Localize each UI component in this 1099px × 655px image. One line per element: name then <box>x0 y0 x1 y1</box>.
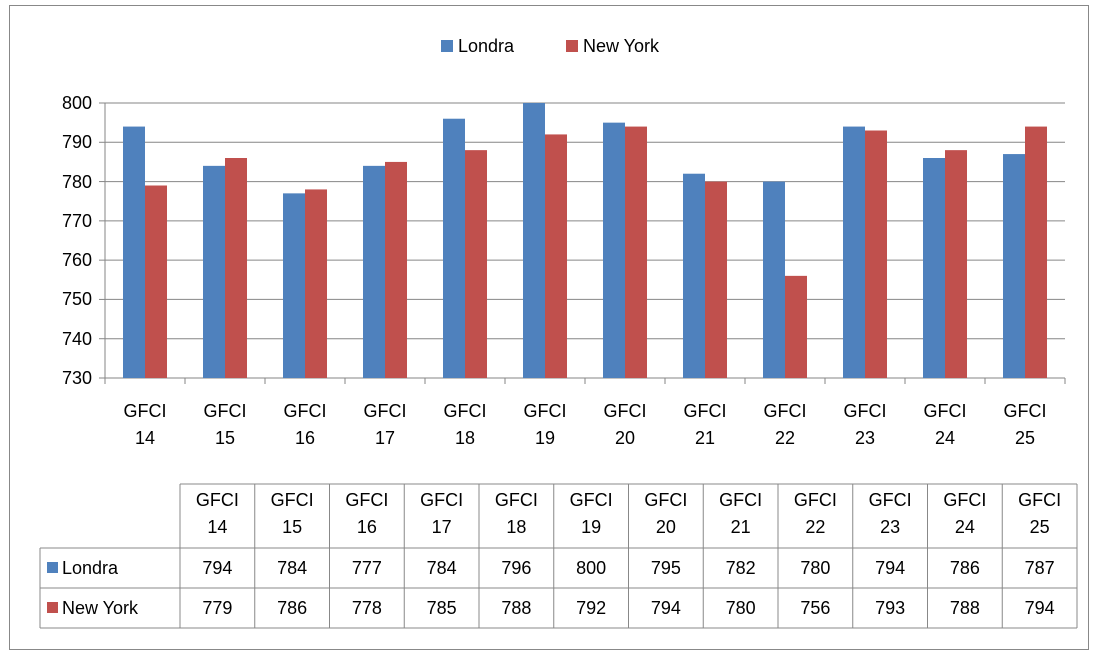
y-tick-label: 750 <box>61 289 92 310</box>
table-header: GFCI 16 <box>345 490 389 537</box>
table-header: GFCI 20 <box>644 490 688 537</box>
bar <box>843 126 865 378</box>
bar <box>1025 126 1047 378</box>
bar <box>443 118 465 378</box>
table-header: GFCI 18 <box>494 490 538 537</box>
bar <box>785 275 807 378</box>
table-cell: 787 <box>1024 558 1055 578</box>
table-cell: 794 <box>650 598 681 618</box>
table-cell: 782 <box>725 558 756 578</box>
x-tick-label: GFCI 23 <box>843 401 887 448</box>
bar <box>705 181 727 378</box>
x-tick-label: GFCI 18 <box>443 401 487 448</box>
table-cell: 784 <box>277 558 308 578</box>
y-tick-label: 740 <box>61 328 92 349</box>
x-tick-label: GFCI 20 <box>603 401 647 448</box>
legend-key <box>441 40 453 52</box>
table-cell: 794 <box>1024 598 1055 618</box>
table-cell: 780 <box>725 598 756 618</box>
y-tick-label: 760 <box>61 250 92 271</box>
table-cell: 784 <box>426 558 457 578</box>
bar <box>945 150 967 378</box>
table-cell: 778 <box>351 598 382 618</box>
table-header: GFCI 14 <box>195 490 239 537</box>
table-cell: 796 <box>501 558 532 578</box>
table-header: GFCI 22 <box>793 490 837 537</box>
y-tick-label: 730 <box>61 368 92 388</box>
table-cell: 793 <box>875 598 906 618</box>
y-tick-label: 770 <box>61 210 92 231</box>
table-cell: 792 <box>576 598 607 618</box>
table-cell: 786 <box>949 558 980 578</box>
table-row-label: New York <box>62 598 139 618</box>
bar <box>283 193 305 378</box>
y-tick-label: 800 <box>61 93 92 113</box>
bar <box>465 150 487 378</box>
bar <box>763 181 785 378</box>
table-cell: 777 <box>351 558 382 578</box>
table-header: GFCI 21 <box>719 490 763 537</box>
table-cell: 794 <box>202 558 233 578</box>
table-cell: 756 <box>800 598 831 618</box>
x-tick-label: GFCI 14 <box>123 401 167 448</box>
table-cell: 785 <box>426 598 457 618</box>
bar <box>385 161 407 378</box>
bar <box>363 165 385 378</box>
y-tick-label: 780 <box>61 171 92 192</box>
table-header: GFCI 23 <box>868 490 912 537</box>
x-tick-label: GFCI 24 <box>923 401 967 448</box>
x-tick-label: GFCI 21 <box>683 401 727 448</box>
x-tick-label: GFCI 17 <box>363 401 407 448</box>
bar <box>305 189 327 378</box>
bar <box>523 103 545 378</box>
bar <box>683 173 705 378</box>
table-cell: 780 <box>800 558 831 578</box>
x-tick-label: GFCI 15 <box>203 401 247 448</box>
table-header: GFCI 24 <box>943 490 987 537</box>
table-header: GFCI 15 <box>270 490 314 537</box>
table-cell: 788 <box>501 598 532 618</box>
bar <box>603 122 625 379</box>
y-tick-label: 790 <box>61 132 92 153</box>
bar <box>923 158 945 378</box>
table-cell: 794 <box>875 558 906 578</box>
table-cell: 795 <box>650 558 681 578</box>
x-tick-label: GFCI 25 <box>1003 401 1047 448</box>
bar <box>203 165 225 378</box>
table-header: GFCI 17 <box>420 490 464 537</box>
bar <box>145 185 167 378</box>
bar <box>1003 154 1025 378</box>
legend-key <box>47 562 58 573</box>
bar <box>123 126 145 378</box>
bar <box>225 158 247 378</box>
x-tick-label: GFCI 19 <box>523 401 567 448</box>
legend-label: Londra <box>458 36 515 56</box>
table-header: GFCI 25 <box>1018 490 1062 537</box>
bar <box>545 134 567 378</box>
table-cell: 786 <box>277 598 308 618</box>
table-cell: 800 <box>576 558 607 578</box>
x-tick-label: GFCI 22 <box>763 401 807 448</box>
legend-label: New York <box>583 36 660 56</box>
legend-key <box>566 40 578 52</box>
table-header: GFCI 19 <box>569 490 613 537</box>
table-cell: 779 <box>202 598 233 618</box>
legend-key <box>47 602 58 613</box>
table-row-label: Londra <box>62 558 119 578</box>
bar <box>865 130 887 378</box>
bar <box>625 126 647 378</box>
table-cell: 788 <box>949 598 980 618</box>
x-tick-label: GFCI 16 <box>283 401 327 448</box>
